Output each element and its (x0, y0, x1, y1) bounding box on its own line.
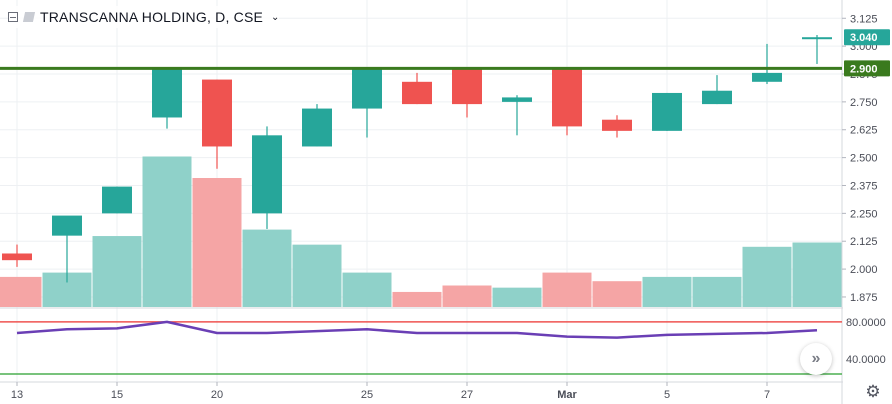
price-tick-label: 2.250 (850, 208, 878, 220)
indicator-tick-label: 80.0000 (846, 317, 886, 329)
time-axis[interactable]: 13 15 20 25 27 Mar 5 7 (11, 382, 770, 401)
volume-bar (792, 242, 842, 307)
candle-body (102, 186, 132, 214)
candle-body (802, 37, 832, 40)
candle-body (652, 92, 682, 131)
candle-body (552, 68, 582, 127)
candle-body (2, 253, 32, 261)
price-tick-label: 3.125 (850, 13, 878, 25)
indicator-tick-label: 40.0000 (846, 354, 886, 366)
candle-body (702, 90, 732, 105)
price-tick-label: 2.125 (850, 236, 878, 248)
volume-bar (692, 276, 742, 307)
price-axis[interactable]: 3.1253.0002.8752.7502.6252.5002.3752.250… (842, 0, 892, 404)
time-tick-label: Mar (557, 389, 577, 401)
level-badge (844, 60, 890, 77)
candle-body (152, 68, 182, 118)
time-tick-label: 13 (11, 389, 23, 401)
candle-body (602, 119, 632, 131)
time-tick-label: 5 (664, 389, 670, 401)
price-tick-label: 1.875 (850, 292, 878, 304)
price-tick-label: 2.375 (850, 180, 878, 192)
volume-bar (242, 229, 292, 307)
last-price-label: 3.040 (850, 32, 878, 44)
volume-bar (592, 281, 642, 307)
time-tick-label: 25 (361, 389, 373, 401)
price-tick-label: 2.750 (850, 97, 878, 109)
candle-body (302, 108, 332, 147)
level-label: 2.900 (850, 63, 878, 75)
volume-bar (92, 236, 142, 307)
volume-bar (542, 272, 592, 307)
candle-body (352, 68, 382, 109)
volume-bar (192, 178, 242, 307)
minus-square-icon[interactable] (8, 12, 18, 22)
candle-body (52, 215, 82, 236)
last-price-badge (844, 29, 890, 46)
candle-body (202, 79, 232, 147)
volume-bar (442, 285, 492, 307)
volume-bar (292, 244, 342, 307)
price-tick-label: 2.625 (850, 125, 878, 137)
time-tick-label: 15 (111, 389, 123, 401)
time-tick-label: 27 (461, 389, 473, 401)
indicator-pane (0, 320, 842, 375)
chart-header[interactable]: TRANSCANNA HOLDING, D, CSE ⌄ (8, 6, 280, 28)
candle-body (252, 135, 282, 214)
candle-body (452, 68, 482, 105)
candle-body (402, 81, 432, 105)
gear-icon[interactable]: ⚙ (865, 382, 881, 401)
time-tick-label: 7 (764, 389, 770, 401)
volume-bar (0, 276, 42, 307)
indicator-line (16, 320, 818, 339)
volume-bar (492, 287, 542, 307)
volume-bar (642, 276, 692, 307)
symbol-title[interactable]: TRANSCANNA HOLDING, D, CSE (40, 9, 264, 25)
candle-body (502, 97, 532, 102)
volume-bar (342, 272, 392, 307)
chevron-down-icon[interactable]: ⌄ (271, 11, 280, 23)
price-tick-label: 2.500 (850, 153, 878, 165)
volume-bar (742, 246, 792, 307)
double-chevron-right-icon: » (811, 350, 821, 367)
volume-bar (142, 156, 192, 307)
price-tick-label: 2.000 (850, 264, 878, 276)
candles (2, 34, 832, 283)
volume-bars (0, 156, 842, 307)
candle-body (752, 72, 782, 82)
volume-bar (392, 291, 442, 307)
time-tick-label: 20 (211, 389, 223, 401)
flag-icon[interactable] (22, 12, 36, 22)
scroll-to-realtime-button[interactable]: » (800, 343, 832, 375)
